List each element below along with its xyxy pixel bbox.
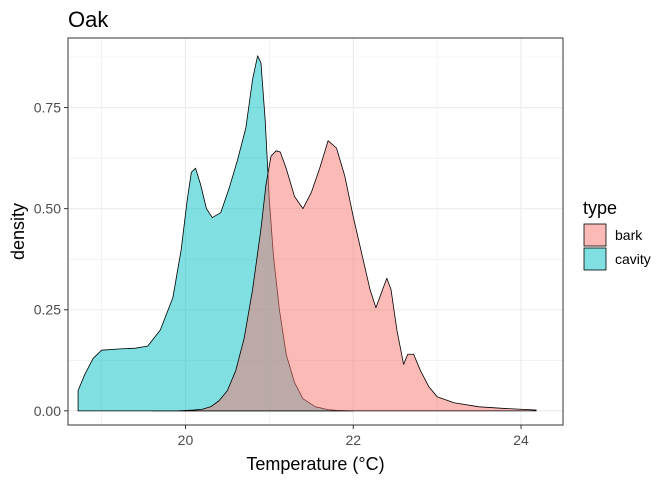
x-axis-title: Temperature (°C): [246, 454, 384, 474]
legend-label-cavity: cavity: [615, 251, 651, 267]
y-tick-label: 0.75: [34, 100, 61, 116]
legend-items: bark cavity: [583, 223, 651, 271]
plot-panel: [67, 37, 564, 426]
plot-title: Oak: [68, 7, 109, 32]
y-tick-label: 0.00: [34, 403, 61, 419]
x-axis: 20 22 24: [178, 425, 529, 448]
y-axis-title: density: [8, 203, 28, 260]
panel-border: [67, 37, 564, 426]
density-area-bark: [151, 140, 537, 412]
minor-gridlines: [68, 38, 563, 425]
x-tick-label: 20: [178, 432, 194, 448]
density-areas: [77, 55, 537, 412]
legend-label-bark: bark: [615, 227, 643, 243]
legend-key-bark: [583, 223, 607, 247]
y-axis: 0.00 0.25 0.50 0.75: [34, 100, 68, 419]
legend: type bark cavity: [583, 198, 651, 271]
legend-key-cavity: [583, 247, 607, 271]
legend-title: type: [583, 198, 617, 218]
y-tick-label: 0.25: [34, 302, 61, 318]
x-tick-label: 24: [513, 432, 529, 448]
x-tick-label: 22: [345, 432, 361, 448]
y-tick-label: 0.50: [34, 201, 61, 217]
